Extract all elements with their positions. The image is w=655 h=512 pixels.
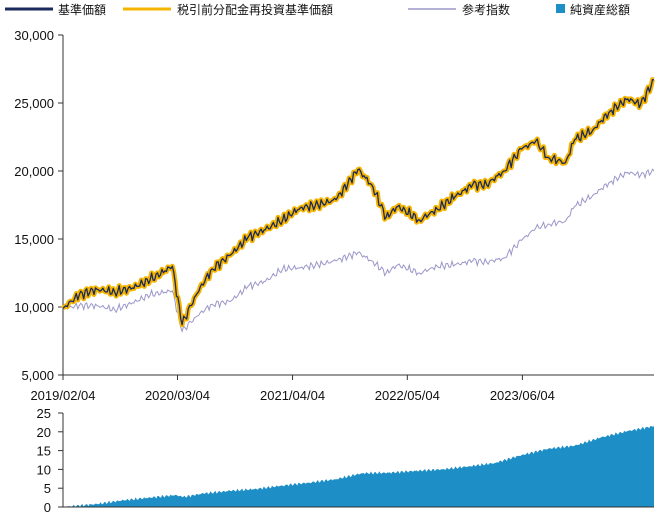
net-assets-area — [63, 426, 654, 507]
sub-ytick-label-3: 15 — [37, 444, 51, 459]
sub-ytick-label-0: 0 — [44, 500, 51, 512]
legend-label-1: 税引前分配金再投資基準価額 — [177, 2, 333, 17]
sub-ytick-label-1: 5 — [44, 481, 51, 496]
sub-ytick-label-5: 25 — [37, 406, 51, 421]
net-assets-chart: 0 5 10 15 20 25 — [37, 406, 654, 512]
sub-ytick-label-4: 20 — [37, 425, 51, 440]
main-ytick-label-4: 25,000 — [14, 96, 54, 111]
legend: 基準価額 税引前分配金再投資基準価額 参考指数 純資産総額 — [5, 2, 630, 17]
legend-marker-3 — [556, 4, 565, 13]
main-ytick-label-2: 15,000 — [14, 232, 54, 247]
main-chart: 5,000 10,000 15,000 20,000 25,000 30,000 2019/… — [14, 28, 655, 403]
legend-label-3: 純資産総額 — [570, 2, 630, 17]
main-ytick-label-1: 10,000 — [14, 300, 54, 315]
main-xtick-label-3: 2022/05/04 — [375, 388, 440, 403]
series-reinvested-nav — [61, 77, 655, 328]
main-ytick-label-0: 5,000 — [21, 368, 54, 383]
main-xtick-label-2: 2021/04/04 — [260, 388, 325, 403]
main-ytick-label-3: 20,000 — [14, 164, 54, 179]
series-nav — [62, 79, 655, 326]
legend-label-0: 基準価額 — [58, 2, 106, 17]
legend-label-2: 参考指数 — [462, 2, 510, 17]
main-xtick-label-0: 2019/02/04 — [30, 388, 95, 403]
main-xtick-label-4: 2023/06/04 — [490, 388, 555, 403]
sub-ytick-label-2: 10 — [37, 462, 51, 477]
main-xtick-label-1: 2020/03/04 — [145, 388, 210, 403]
series-reference-index — [62, 168, 655, 334]
main-ytick-label-5: 30,000 — [14, 28, 54, 43]
